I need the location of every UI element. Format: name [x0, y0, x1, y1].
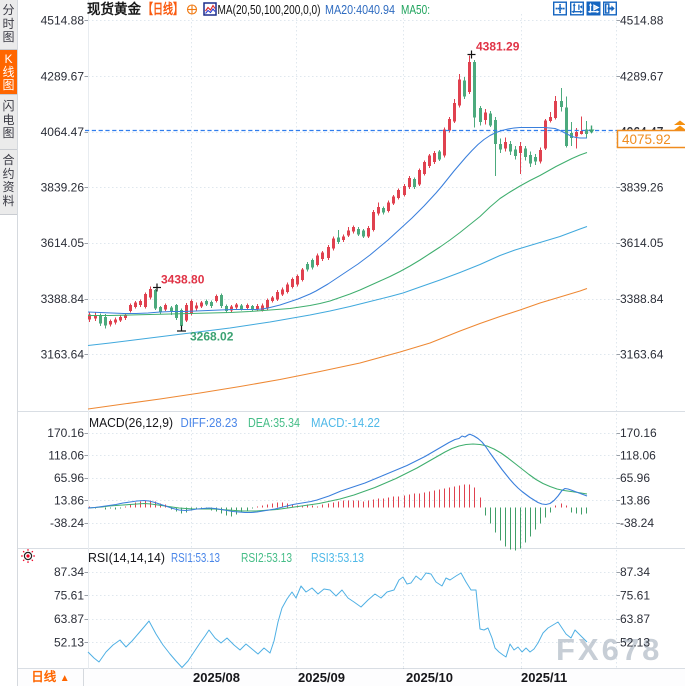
svg-text:4289.67: 4289.67 [41, 69, 85, 83]
svg-text:RSI1:53.13: RSI1:53.13 [171, 551, 220, 565]
svg-text:87.34: 87.34 [54, 565, 84, 579]
svg-text:4289.67: 4289.67 [620, 69, 664, 83]
svg-text:4075.92: 4075.92 [622, 132, 671, 147]
svg-text:52.13: 52.13 [54, 635, 84, 649]
svg-text:87.34: 87.34 [620, 565, 650, 579]
svg-text:13.86: 13.86 [54, 494, 84, 508]
svg-text:3839.26: 3839.26 [41, 181, 85, 195]
svg-text:3614.05: 3614.05 [41, 236, 85, 250]
svg-text:3388.84: 3388.84 [620, 292, 664, 306]
svg-text:-38.24: -38.24 [620, 516, 654, 530]
svg-text:75.61: 75.61 [620, 588, 650, 602]
svg-text:3268.02: 3268.02 [190, 330, 234, 344]
svg-text:3163.64: 3163.64 [41, 347, 85, 361]
svg-text:4514.88: 4514.88 [41, 14, 85, 28]
svg-text:RSI2:53.13: RSI2:53.13 [241, 551, 292, 565]
svg-text:63.87: 63.87 [54, 612, 84, 626]
svg-text:52.13: 52.13 [620, 635, 650, 649]
svg-text:MA50:: MA50: [401, 3, 430, 17]
svg-text:MA20:4040.94: MA20:4040.94 [325, 3, 395, 17]
svg-text:MA(20,50,100,200,0,0): MA(20,50,100,200,0,0) [218, 3, 321, 17]
svg-text:65.96: 65.96 [620, 471, 650, 485]
svg-text:4064.47: 4064.47 [41, 125, 85, 139]
svg-text:170.16: 170.16 [47, 426, 84, 440]
svg-text:3163.64: 3163.64 [620, 347, 664, 361]
svg-text:170.16: 170.16 [620, 426, 657, 440]
svg-text:3839.26: 3839.26 [620, 181, 664, 195]
svg-text:118.06: 118.06 [620, 448, 656, 462]
svg-text:DEA:35.34: DEA:35.34 [248, 416, 300, 430]
svg-text:118.06: 118.06 [48, 448, 84, 462]
svg-text:RSI3:53.13: RSI3:53.13 [311, 551, 364, 565]
svg-text:【日线】: 【日线】 [143, 1, 183, 17]
svg-text:3388.84: 3388.84 [41, 292, 85, 306]
svg-text:13.86: 13.86 [620, 494, 650, 508]
svg-text:65.96: 65.96 [54, 471, 84, 485]
svg-text:4381.29: 4381.29 [476, 40, 520, 54]
svg-text:现货黄金: 现货黄金 [87, 1, 142, 17]
svg-text:4514.88: 4514.88 [620, 14, 664, 28]
svg-text:3614.05: 3614.05 [620, 236, 664, 250]
svg-text:MACD:-14.22: MACD:-14.22 [311, 416, 380, 430]
svg-text:63.87: 63.87 [620, 612, 650, 626]
svg-text:DIFF:28.23: DIFF:28.23 [181, 416, 238, 430]
svg-text:3438.80: 3438.80 [161, 273, 205, 287]
svg-text:75.61: 75.61 [54, 588, 84, 602]
svg-text:MACD(26,12,9): MACD(26,12,9) [89, 416, 173, 430]
svg-text:RSI(14,14,14): RSI(14,14,14) [88, 551, 165, 565]
svg-text:-38.24: -38.24 [50, 516, 84, 530]
